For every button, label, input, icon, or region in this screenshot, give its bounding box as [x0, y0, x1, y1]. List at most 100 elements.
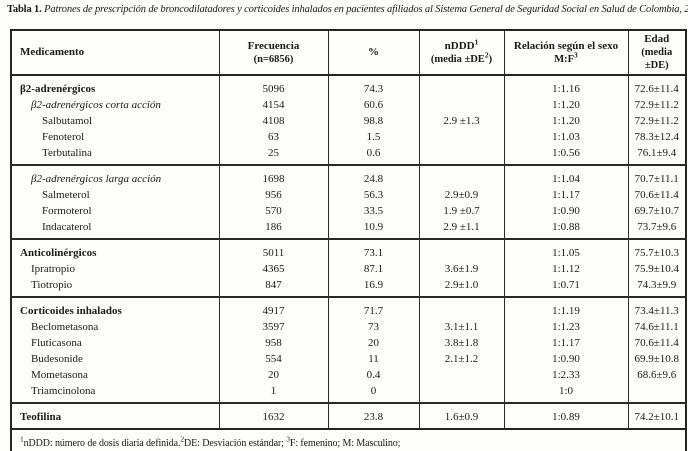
table-row: Budesonide 554 11 2.1±1.2 1:0.90 69.9±10.8 [11, 351, 686, 367]
table-row: Corticoides inhalados 4917 71.7 1:1.19 73.4±… [11, 297, 686, 319]
cell-frecuencia: 4108 [218, 113, 328, 129]
cell-pct: 11 [327, 351, 419, 367]
cell-sexo: 1:0.89 [503, 403, 628, 429]
cell-nddd [418, 145, 504, 165]
cell-frecuencia: 186 [218, 219, 328, 239]
cell-sexo: 1:0.56 [503, 145, 628, 165]
cell-frecuencia: 847 [218, 277, 328, 297]
cell-pct: 73 [327, 319, 419, 335]
cell-nddd: 2.9±0.9 [418, 187, 504, 203]
col-header-sexo-line2: M:F3 [554, 50, 578, 65]
col-header-edad-line2: (media ±DE) [641, 47, 673, 71]
cell-nddd [418, 239, 504, 261]
cell-pct: 1.5 [327, 129, 419, 145]
cell-sexo: 1:0.90 [503, 203, 628, 219]
table-caption-text: Patrones de prescripción de broncodilata… [41, 4, 688, 15]
cell-frecuencia: 4365 [218, 261, 328, 277]
cell-pct: 98.8 [327, 113, 419, 129]
cell-nddd: 3.8±1.8 [418, 335, 504, 351]
cell-sexo: 1:0 [503, 383, 628, 403]
cell-sexo: 1:1.12 [503, 261, 628, 277]
cell-frecuencia: 3597 [218, 319, 328, 335]
cell-nddd: 1.9 ±0.7 [418, 203, 504, 219]
cell-medicamento: Salmeterol [42, 189, 90, 201]
cell-medicamento: Formoterol [42, 205, 92, 217]
cell-edad: 73.4±11.3 [627, 297, 686, 319]
cell-sexo: 1:2.33 [503, 367, 628, 383]
col-header-edad-line1: Edad [644, 33, 670, 45]
col-header-sexo: Relación según el sexo M:F3 [503, 30, 628, 76]
cell-pct: 74.3 [327, 75, 419, 97]
cell-frecuencia: 5011 [218, 239, 328, 261]
col-header-nddd-line1: nDDD1 [444, 36, 479, 52]
cell-medicamento: β2-adrenérgicos [20, 83, 96, 95]
cell-edad: 72.9±11.2 [627, 113, 686, 129]
cell-edad: 70.6±11.4 [627, 335, 686, 351]
table-row: Anticolinérgicos 5011 73.1 1:1.05 75.7±10.3 [11, 239, 686, 261]
cell-medicamento: Indacaterol [42, 221, 92, 233]
cell-edad: 72.6±11.4 [627, 75, 686, 97]
cell-medicamento: Fenoterol [42, 131, 85, 143]
cell-nddd: 2.1±1.2 [418, 351, 504, 367]
prescription-table: Medicamento Frecuencia (n=6856) % nDDD1 … [10, 29, 687, 451]
table-section: Teofilina 1632 23.8 1.6±0.9 1:0.89 74.2±10.1 [11, 403, 686, 429]
cell-sexo: 1:0.88 [503, 219, 628, 239]
cell-pct: 0 [327, 383, 419, 403]
table-row: Indacaterol 186 10.9 2.9 ±1.1 1:0.88 73.7±9.6 [11, 219, 686, 239]
cell-frecuencia: 20 [218, 367, 328, 383]
cell-edad: 72.9±11.2 [627, 97, 686, 113]
col-header-frecuencia-line2: (n=6856) [253, 53, 294, 65]
cell-nddd [418, 97, 504, 113]
col-header-pct: % [327, 30, 419, 76]
cell-edad: 70.6±11.4 [627, 187, 686, 203]
table-section: Anticolinérgicos 5011 73.1 1:1.05 75.7±10.3 I… [11, 239, 686, 297]
table-caption: Tabla 1. Patrones de prescripción de bro… [7, 4, 688, 15]
cell-frecuencia: 1632 [218, 403, 328, 429]
cell-frecuencia: 5096 [218, 75, 328, 97]
col-header-nddd: nDDD1 (media ±DE2) [418, 30, 504, 76]
col-header-sexo-line1: Relación según el sexo [513, 39, 619, 52]
table-row: Triamcinolona 1 0 1:0 [11, 383, 686, 403]
cell-nddd [418, 165, 504, 187]
cell-frecuencia: 570 [218, 203, 328, 219]
cell-medicamento: Corticoides inhalados [20, 305, 122, 317]
header-row: Medicamento Frecuencia (n=6856) % nDDD1 … [11, 30, 686, 76]
cell-pct: 87.1 [327, 261, 419, 277]
cell-edad: 69.7±10.7 [627, 203, 686, 219]
cell-edad: 76.1±9.4 [627, 145, 686, 165]
cell-nddd: 3.6±1.9 [418, 261, 504, 277]
cell-pct: 16.9 [327, 277, 419, 297]
cell-nddd [418, 383, 504, 403]
footnote-row: 1nDDD: número de dosis diaria definida.2… [11, 428, 686, 451]
footnote-marker: 1 [20, 434, 24, 444]
cell-edad: 75.9±10.4 [627, 261, 686, 277]
cell-frecuencia: 1698 [218, 165, 328, 187]
cell-frecuencia: 1 [218, 383, 328, 403]
table-row: Mometasona 20 0.4 1:2.33 68.6±9.6 [11, 367, 686, 383]
cell-pct: 60.6 [327, 97, 419, 113]
cell-sexo: 1:0.71 [503, 277, 628, 297]
cell-edad: 70.7±11.1 [627, 165, 686, 187]
cell-medicamento: β2-adrenérgicos larga acción [31, 173, 162, 185]
cell-sexo: 1:1.04 [503, 165, 628, 187]
table-row: Fenoterol 63 1.5 1:1.03 78.3±12.4 [11, 129, 686, 145]
table-row: Fluticasona 958 20 3.8±1.8 1:1.17 70.6±11.4 [11, 335, 686, 351]
cell-medicamento: Mometasona [31, 369, 88, 381]
cell-frecuencia: 4154 [218, 97, 328, 113]
footnote-text: 1nDDD: número de dosis diaria definida.2… [11, 428, 686, 451]
cell-medicamento: Fluticasona [31, 337, 82, 349]
cell-edad: 68.6±9.6 [627, 367, 686, 383]
table-section: β2-adrenérgicos larga acción 1698 24.8 1:1.… [11, 165, 686, 239]
cell-sexo: 1:1.20 [503, 97, 628, 113]
cell-pct: 71.7 [327, 297, 419, 319]
table-caption-label: Tabla 1. [7, 4, 42, 15]
footnote-segment: nDDD: número de dosis diaria definida. [23, 438, 181, 449]
footnote-marker: 2 [180, 434, 185, 444]
cell-nddd: 2.9 ±1.1 [418, 219, 504, 239]
cell-sexo: 1:1.16 [503, 75, 628, 97]
col-header-pct-label: % [368, 46, 379, 58]
cell-frecuencia: 4917 [218, 297, 328, 319]
table-section: β2-adrenérgicos 5096 74.3 1:1.16 72.6±11.4 β2… [11, 75, 686, 165]
table-header: Medicamento Frecuencia (n=6856) % nDDD1 … [11, 30, 686, 76]
sexo-footnote-marker: 3 [574, 50, 578, 59]
